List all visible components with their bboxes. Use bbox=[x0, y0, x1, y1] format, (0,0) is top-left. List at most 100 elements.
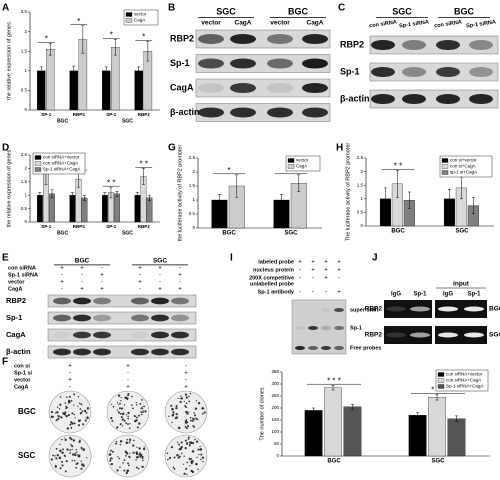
error-bar bbox=[235, 174, 239, 198]
significance: * bbox=[227, 166, 230, 175]
sign: + bbox=[138, 266, 142, 272]
colony bbox=[64, 402, 66, 404]
colony bbox=[55, 447, 58, 450]
plate bbox=[48, 390, 92, 434]
y-axis-label: The number of clones bbox=[259, 387, 265, 440]
y-tick-label: 1 bbox=[192, 197, 195, 202]
colony bbox=[58, 415, 61, 418]
colony bbox=[136, 426, 139, 429]
condition-label: labeled probe bbox=[258, 259, 294, 265]
colony bbox=[71, 445, 74, 448]
x-tick-label: SP-1 bbox=[41, 224, 52, 229]
colony bbox=[175, 412, 178, 416]
colony bbox=[129, 423, 131, 425]
colony bbox=[141, 455, 144, 459]
y-tick-label: 0 bbox=[192, 225, 195, 230]
colony bbox=[134, 415, 137, 418]
sign: - bbox=[179, 280, 181, 286]
error-bar bbox=[447, 189, 451, 209]
legend-swatch bbox=[437, 378, 445, 383]
sign: - bbox=[299, 290, 301, 296]
colony bbox=[201, 412, 204, 415]
bar bbox=[37, 195, 43, 223]
colony bbox=[192, 418, 195, 421]
colony bbox=[128, 441, 131, 444]
colony bbox=[125, 471, 128, 475]
colony bbox=[74, 453, 77, 457]
y-tick-label: 2.5 bbox=[357, 155, 364, 160]
row-label: RBP2 bbox=[340, 39, 364, 49]
sign: - bbox=[139, 287, 141, 293]
band bbox=[295, 346, 305, 350]
colony bbox=[136, 455, 139, 459]
significance: * bbox=[77, 17, 80, 26]
colony bbox=[197, 401, 201, 405]
legend-box bbox=[123, 9, 159, 26]
colony bbox=[182, 463, 185, 465]
colony bbox=[142, 410, 145, 412]
colony bbox=[121, 425, 124, 427]
colony bbox=[73, 413, 76, 416]
colony bbox=[58, 456, 62, 460]
row-label: RBP2 bbox=[365, 332, 383, 339]
colony bbox=[83, 409, 87, 413]
sign: - bbox=[101, 280, 103, 286]
colony bbox=[190, 469, 194, 473]
band bbox=[93, 348, 111, 356]
x-tick-label: RBP2 bbox=[138, 112, 151, 117]
band bbox=[131, 314, 149, 322]
colony bbox=[60, 416, 63, 419]
cell-label: SGC bbox=[489, 332, 500, 339]
error-bar bbox=[48, 43, 52, 56]
colony bbox=[142, 447, 146, 451]
colony bbox=[139, 455, 142, 458]
colony bbox=[55, 457, 58, 460]
panel-letter: B bbox=[168, 3, 175, 14]
group-label: BGC bbox=[57, 118, 69, 124]
band bbox=[53, 297, 71, 305]
band bbox=[469, 66, 493, 78]
legend-swatch bbox=[437, 372, 445, 377]
gel bbox=[384, 300, 432, 318]
colony bbox=[71, 448, 73, 451]
legend-swatch bbox=[437, 384, 445, 389]
colony bbox=[166, 452, 169, 455]
colony bbox=[180, 395, 182, 397]
row-label: Sp-1 bbox=[340, 66, 360, 76]
sign: + bbox=[158, 287, 162, 293]
colony bbox=[131, 395, 133, 398]
colony bbox=[112, 405, 115, 408]
colony bbox=[138, 453, 141, 456]
panel-letter: D bbox=[2, 143, 9, 154]
x-tick-label: SGC bbox=[431, 459, 445, 465]
row-label: Sp-1 bbox=[170, 58, 190, 68]
sign: + bbox=[311, 260, 315, 266]
colony bbox=[121, 418, 124, 421]
colony bbox=[186, 442, 189, 444]
colony bbox=[62, 448, 65, 451]
colony bbox=[61, 460, 64, 463]
band bbox=[321, 326, 331, 330]
sign: - bbox=[312, 276, 314, 282]
colony bbox=[57, 417, 60, 420]
colony bbox=[195, 440, 199, 443]
colony bbox=[137, 467, 140, 470]
colony bbox=[125, 452, 129, 455]
lane-label: CagA bbox=[307, 20, 324, 27]
colony bbox=[59, 467, 62, 470]
error-bar bbox=[217, 194, 221, 206]
plate bbox=[164, 434, 208, 478]
colony bbox=[181, 452, 183, 455]
band bbox=[267, 82, 293, 94]
x-tick-label: SP-1 bbox=[41, 112, 52, 117]
colony bbox=[120, 407, 124, 410]
colony bbox=[168, 415, 170, 418]
colony bbox=[111, 450, 114, 453]
bar bbox=[134, 195, 141, 223]
colony bbox=[116, 402, 119, 404]
y-tick-label: 0.5 bbox=[357, 210, 364, 215]
error-bar bbox=[135, 192, 139, 199]
colony bbox=[141, 465, 144, 469]
colony bbox=[123, 469, 126, 472]
band-label: Sp-1 bbox=[350, 325, 362, 331]
